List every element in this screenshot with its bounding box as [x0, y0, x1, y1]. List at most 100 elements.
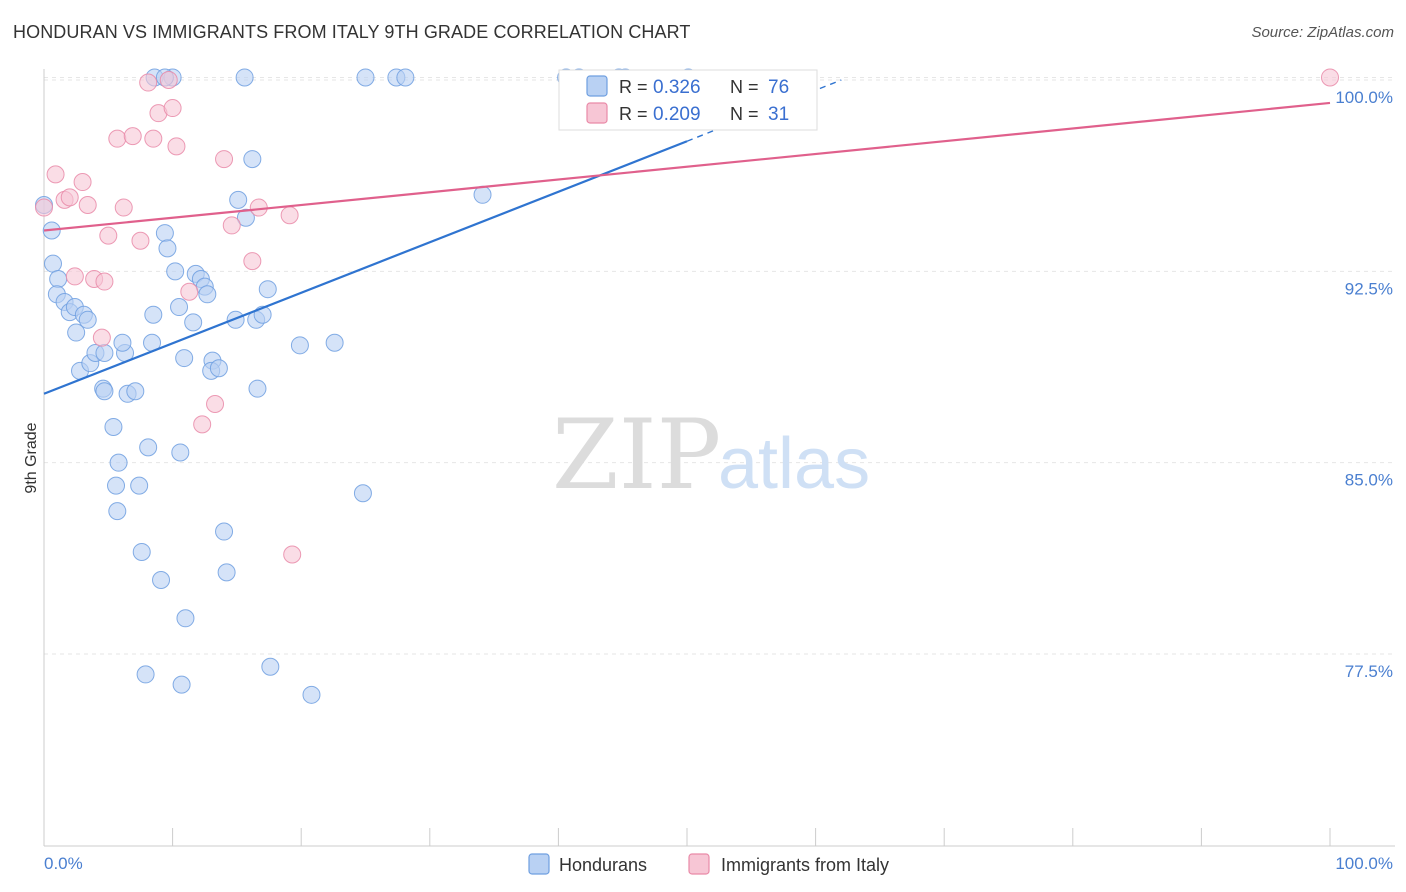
italy-point — [35, 198, 53, 217]
honduran-point — [209, 359, 228, 378]
italy-point — [131, 231, 150, 250]
y-tick-label: 85.0% — [1345, 471, 1393, 490]
honduran-point — [139, 438, 158, 457]
honduran-point — [198, 285, 217, 304]
honduran-point — [172, 675, 191, 694]
italy-swatch — [586, 102, 608, 124]
honduran-point — [132, 542, 151, 561]
italy-n-value: 31 — [768, 104, 789, 125]
honduran-point — [109, 453, 128, 472]
legend-italy-swatch[interactable] — [688, 853, 710, 875]
trend-line-1 — [43, 101, 1331, 232]
honduran-point — [144, 305, 163, 324]
italy-point — [222, 216, 241, 235]
italy-point — [123, 127, 142, 146]
honduran-point — [152, 571, 171, 590]
honduran-point — [235, 68, 254, 87]
italy-points — [35, 68, 1339, 564]
honduran-point — [67, 323, 86, 342]
trend-line-0 — [43, 140, 688, 395]
honduran-point — [130, 476, 149, 495]
italy-point — [167, 137, 186, 156]
italy-point — [73, 173, 92, 192]
italy-point — [159, 71, 178, 89]
honduran-point — [78, 310, 97, 329]
honduran-point — [113, 333, 132, 352]
honduran-point — [104, 417, 123, 436]
honduran-point — [236, 208, 255, 227]
italy-point — [92, 328, 111, 347]
series-legend: Hondurans Immigrants from Italy — [528, 853, 889, 875]
honduran-point — [302, 685, 321, 704]
italy-point — [215, 150, 234, 169]
italy-point — [243, 252, 262, 271]
italy-r-value: 0.209 — [653, 104, 701, 125]
trend-line-extension-0 — [686, 79, 842, 142]
italy-point — [1321, 68, 1339, 87]
italy-point — [206, 394, 225, 413]
italy-point — [144, 129, 163, 148]
honduran-point — [215, 522, 234, 541]
honduran-point — [155, 224, 174, 243]
italy-point — [46, 165, 65, 184]
honduran-point — [243, 150, 262, 169]
honduran-point — [176, 609, 195, 628]
italy-point — [95, 272, 114, 291]
honduran-point — [171, 443, 190, 462]
y-tick-label: 92.5% — [1345, 279, 1393, 298]
trend-lines — [43, 79, 1331, 395]
honduran-point — [217, 563, 236, 582]
honduran-point — [166, 262, 185, 281]
hondurans-n-label: N = — [730, 77, 759, 97]
honduran-point — [44, 254, 63, 273]
italy-point — [163, 99, 182, 118]
source-credit: Source: ZipAtlas.com — [1251, 24, 1394, 41]
honduran-point — [396, 68, 415, 87]
y-axis-title: 9th Grade — [23, 422, 40, 493]
honduran-point — [356, 68, 375, 87]
honduran-point — [473, 185, 492, 204]
stats-legend: R = 0.326 N = 76 R = 0.209 N = 31 — [558, 69, 818, 131]
watermark-zip: ZIP — [552, 399, 721, 511]
honduran-point — [170, 298, 189, 317]
hondurans-n-value: 76 — [768, 77, 789, 98]
honduran-point — [184, 313, 203, 332]
italy-point — [65, 267, 84, 286]
y-tick-label: 100.0% — [1335, 88, 1393, 107]
honduran-point — [258, 280, 277, 299]
honduran-point — [49, 269, 68, 288]
legend-italy-label[interactable]: Immigrants from Italy — [721, 855, 889, 875]
italy-point — [78, 196, 97, 215]
italy-point — [283, 545, 302, 564]
legend-hondurans-swatch[interactable] — [528, 853, 550, 875]
honduran-point — [353, 484, 372, 503]
legend-hondurans-label[interactable]: Hondurans — [559, 855, 647, 875]
hondurans-points — [35, 68, 698, 704]
y-tick-label: 77.5% — [1345, 662, 1393, 681]
hondurans-r-value: 0.326 — [653, 77, 701, 98]
x-tick-label-min: 0.0% — [44, 854, 83, 873]
honduran-point — [290, 336, 309, 355]
italy-point — [99, 226, 118, 245]
hondurans-r-label: R = — [619, 77, 648, 97]
honduran-point — [226, 310, 245, 329]
honduran-point — [158, 239, 177, 258]
honduran-point — [95, 343, 114, 362]
y-tick-labels: 100.0% 92.5% 85.0% 77.5% — [1335, 88, 1393, 681]
italy-r-label: R = — [619, 104, 648, 124]
honduran-point — [126, 382, 145, 401]
watermark-atlas: atlas — [718, 424, 870, 504]
honduran-point — [229, 190, 248, 209]
honduran-point — [325, 333, 344, 352]
honduran-point — [136, 665, 155, 684]
italy-point — [193, 415, 212, 434]
honduran-point — [107, 476, 126, 495]
honduran-point — [261, 657, 280, 676]
italy-point — [139, 73, 158, 92]
chart-title: HONDURAN VS IMMIGRANTS FROM ITALY 9TH GR… — [13, 22, 691, 42]
italy-point — [108, 129, 127, 148]
honduran-point — [95, 382, 114, 401]
honduran-point — [248, 379, 267, 398]
x-tick-label-max: 100.0% — [1335, 854, 1393, 873]
